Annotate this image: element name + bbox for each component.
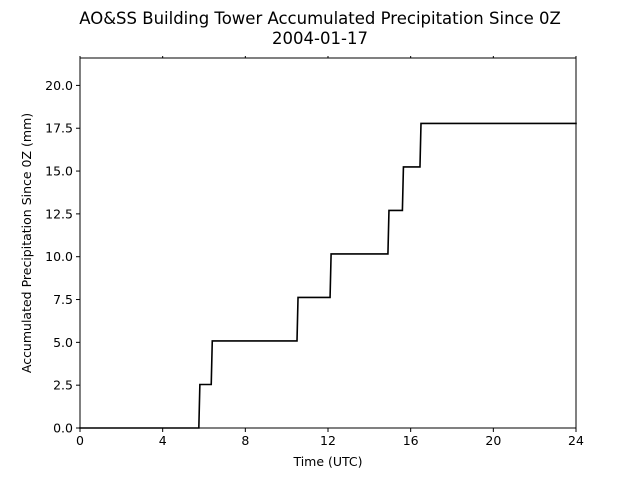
x-tick-label: 12 [320,433,336,448]
x-tick-label: 4 [159,433,167,448]
x-tick-label: 24 [568,433,584,448]
x-tick-label: 20 [485,433,501,448]
y-tick-label: 5.0 [53,335,73,350]
y-tick-label: 20.0 [45,78,73,93]
y-tick-label: 15.0 [45,164,73,179]
y-tick-label: 7.5 [53,292,73,307]
plot-frame [79,57,577,429]
y-tick-label: 12.5 [45,206,73,221]
chart-title: AO&SS Building Tower Accumulated Precipi… [79,9,561,28]
x-tick-label: 8 [241,433,249,448]
y-tick-label: 0.0 [53,421,73,436]
y-tick-label: 10.0 [45,249,73,264]
series-layer [79,122,577,429]
precipitation-series-line [79,122,577,429]
chart-subtitle: 2004-01-17 [272,29,368,48]
x-axis-ticks: 0 4 8 12 16 20 24 [76,56,584,448]
x-tick-label: 16 [403,433,419,448]
y-tick-label: 17.5 [45,121,73,136]
y-axis-label: Accumulated Precipitation Since 0Z (mm) [19,113,34,373]
y-tick-label: 2.5 [53,378,73,393]
y-axis-ticks: 0.0 2.5 5.0 7.5 10.0 12.5 15.0 17.5 20.0 [45,78,80,436]
x-axis-label: Time (UTC) [292,454,362,469]
x-tick-label: 0 [76,433,84,448]
